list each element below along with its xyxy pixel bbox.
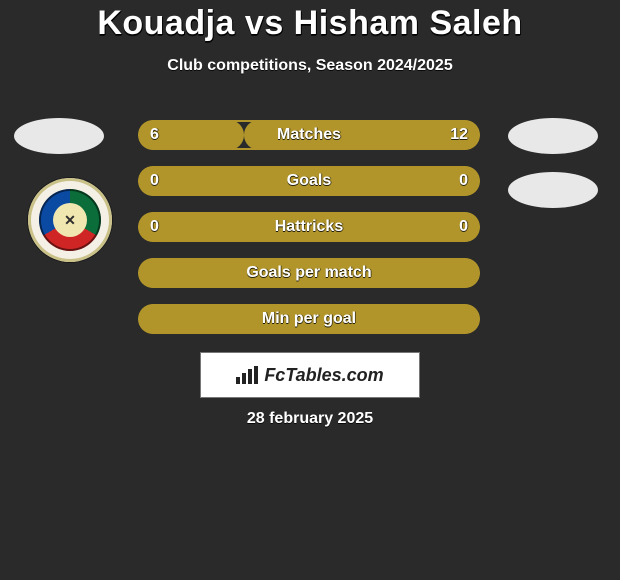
stat-bars: 612Matches 00Goals 00Hattricks Goals per ma… <box>138 120 480 350</box>
player-left-avatar <box>14 118 104 154</box>
bar-metric-label: Hattricks <box>138 212 480 242</box>
player-left-club-badge: ✕ <box>28 178 112 262</box>
comparison-card: Kouadja vs Hisham Saleh Club competition… <box>0 0 620 580</box>
bar-metric-label: Goals <box>138 166 480 196</box>
player-right-club-avatar <box>508 172 598 208</box>
bar-metric-label: Matches <box>138 120 480 150</box>
brand-box: FcTables.com <box>200 352 420 398</box>
stat-bar-row: 00Goals <box>138 166 480 196</box>
brand-bars-icon <box>236 366 258 384</box>
club-badge-inner: ✕ <box>39 189 101 251</box>
bar-metric-label: Goals per match <box>138 258 480 288</box>
player-right-avatar <box>508 118 598 154</box>
stat-bar-row: 612Matches <box>138 120 480 150</box>
stat-bar-row: 00Hattricks <box>138 212 480 242</box>
bar-metric-label: Min per goal <box>138 304 480 334</box>
date-text: 28 february 2025 <box>0 410 620 428</box>
subtitle: Club competitions, Season 2024/2025 <box>0 57 620 75</box>
stat-bar-row: Goals per match <box>138 258 480 288</box>
brand-text: FcTables.com <box>264 365 383 386</box>
page-title: Kouadja vs Hisham Saleh <box>0 4 620 43</box>
stat-bar-row: Min per goal <box>138 304 480 334</box>
club-badge-mark: ✕ <box>53 203 87 237</box>
